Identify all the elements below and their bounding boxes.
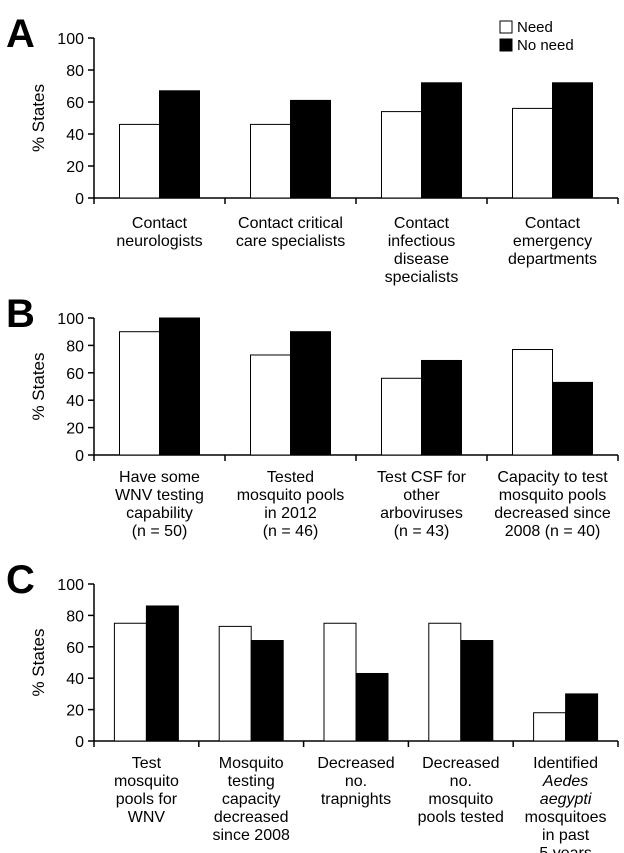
bar-need bbox=[512, 107, 553, 199]
panel-letter-a: A bbox=[6, 12, 35, 56]
category-label: Decreased no. trapnights bbox=[317, 755, 394, 808]
bar-need bbox=[428, 622, 462, 742]
bar-no-need bbox=[145, 605, 179, 742]
bar-need bbox=[250, 354, 291, 456]
y-tick-label: 0 bbox=[75, 448, 84, 465]
bar-no-need bbox=[421, 359, 462, 456]
bar-no-need bbox=[552, 381, 593, 456]
bar-no-need bbox=[421, 82, 462, 199]
category-label: Contact emergency departments bbox=[508, 215, 597, 268]
y-tick-label: 80 bbox=[66, 608, 84, 625]
panel-a-chart: 0 20 40 60 80 100 % States Contact neurologists C… bbox=[29, 31, 619, 286]
bar-need bbox=[113, 622, 147, 742]
bar-no-need bbox=[159, 90, 200, 199]
category-label: Contact infectious disease specialists bbox=[385, 215, 459, 286]
panel-letter-c: C bbox=[6, 558, 35, 602]
category-label: Mosquito testing capacity decreased since 20… bbox=[213, 755, 290, 844]
y-axis-label: % States bbox=[29, 84, 48, 152]
panel-b-chart: 0 20 40 60 80 100 % States Have some WNV testing… bbox=[29, 311, 619, 540]
y-tick-label: 40 bbox=[66, 127, 84, 144]
category-label: Tested mosquito pools in 2012 (n = 46) bbox=[237, 469, 345, 540]
y-tick-label: 60 bbox=[66, 95, 84, 112]
bar-no-need bbox=[290, 331, 331, 456]
bar-no-need bbox=[355, 672, 389, 742]
y-tick-label: 100 bbox=[57, 31, 84, 48]
legend-swatch-noneed bbox=[499, 38, 513, 52]
legend: Need No need bbox=[499, 19, 574, 54]
bar-need bbox=[119, 123, 160, 199]
y-tick-label: 100 bbox=[57, 577, 84, 594]
y-tick-label: 60 bbox=[66, 640, 84, 657]
category-label: Test CSF for other arboviruses (n = 43) bbox=[377, 469, 467, 540]
y-tick-label: 60 bbox=[66, 366, 84, 383]
bar-need bbox=[533, 712, 567, 742]
legend-label-noneed: No need bbox=[517, 37, 574, 54]
bar-need bbox=[218, 625, 252, 742]
category-label: Contact critical care specialists bbox=[236, 215, 345, 250]
y-tick-label: 80 bbox=[66, 63, 84, 80]
y-tick-label: 80 bbox=[66, 338, 84, 355]
category-label: Test mosquito pools for WNV bbox=[114, 755, 179, 826]
y-tick-label: 0 bbox=[75, 734, 84, 751]
legend-swatch-need bbox=[499, 20, 513, 34]
bar-no-need bbox=[460, 640, 494, 742]
category-label: Capacity to test mosquito pools decreased … bbox=[494, 469, 611, 540]
y-tick-label: 20 bbox=[66, 421, 84, 438]
bar-need bbox=[250, 123, 291, 199]
bar-need bbox=[119, 331, 160, 456]
y-tick-label: 0 bbox=[75, 191, 84, 208]
bar-need bbox=[381, 111, 422, 199]
bar-no-need bbox=[290, 99, 331, 199]
y-tick-label: 100 bbox=[57, 311, 84, 328]
bar-no-need bbox=[250, 640, 284, 742]
bar-no-need bbox=[159, 317, 200, 456]
category-label: Contact neurologists bbox=[116, 215, 202, 250]
bar-need bbox=[512, 349, 553, 456]
panel-letter-b: B bbox=[6, 292, 35, 336]
y-axis-label: % States bbox=[29, 628, 48, 696]
category-label: Have some WNV testing capability (n = 50) bbox=[115, 469, 204, 540]
bar-no-need bbox=[552, 82, 593, 199]
category-label: Decreased no. mosquito pools tested bbox=[418, 755, 504, 826]
y-tick-label: 20 bbox=[66, 703, 84, 720]
bar-no-need bbox=[565, 693, 599, 742]
panel-c-chart: 0 20 40 60 80 100 % States Test mosquito pools fo… bbox=[29, 577, 619, 853]
bar-need bbox=[323, 622, 357, 742]
y-tick-label: 20 bbox=[66, 159, 84, 176]
y-tick-label: 40 bbox=[66, 393, 84, 410]
legend-label-need: Need bbox=[517, 19, 553, 36]
bar-need bbox=[381, 377, 422, 456]
y-axis-label: % States bbox=[29, 352, 48, 420]
y-tick-label: 40 bbox=[66, 671, 84, 688]
